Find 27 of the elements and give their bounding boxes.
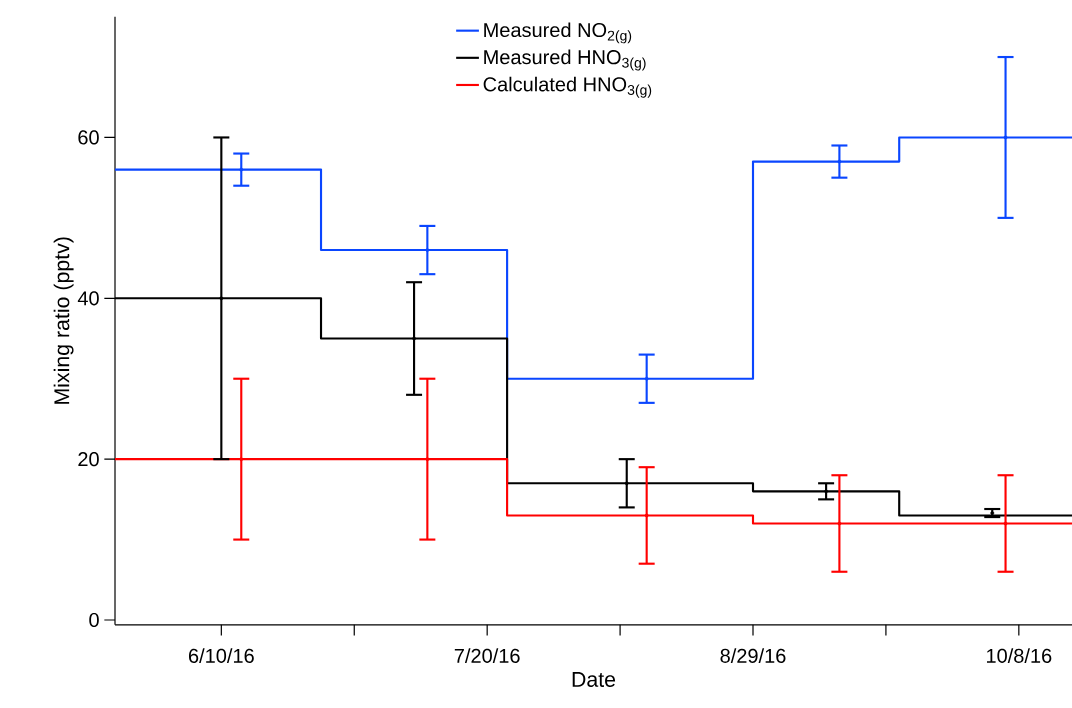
point bbox=[239, 167, 244, 172]
x-tick-label: 8/29/16 bbox=[720, 648, 786, 663]
point bbox=[644, 376, 649, 381]
y-axis-title: Mixing ratio (pptv) bbox=[53, 237, 74, 404]
y-tick-label: 0 bbox=[89, 612, 99, 628]
x-axis-title: Date bbox=[572, 672, 616, 687]
point bbox=[239, 457, 244, 462]
x-tick-label: 7/20/16 bbox=[454, 648, 520, 663]
legend-label: Calculated HNO$_{3(g)}$ bbox=[483, 76, 652, 98]
point bbox=[219, 296, 224, 301]
point bbox=[412, 336, 416, 341]
point bbox=[624, 481, 629, 486]
point bbox=[837, 159, 842, 164]
y-tick-label: 60 bbox=[78, 130, 99, 145]
y-tick-label: 40 bbox=[77, 291, 99, 306]
point bbox=[425, 248, 430, 252]
legend-label: Measured NO$_{2(g)}$ bbox=[484, 22, 632, 44]
point bbox=[644, 513, 649, 518]
point bbox=[824, 489, 828, 494]
legend-label: Measured HNO$_{3(g)}$ bbox=[484, 49, 646, 71]
point bbox=[425, 457, 430, 462]
point bbox=[1003, 135, 1008, 140]
x-tick-label: 10/8/16 bbox=[987, 648, 1052, 663]
point bbox=[1003, 521, 1008, 526]
y-tick-label: 20 bbox=[78, 452, 99, 467]
point bbox=[837, 521, 842, 526]
x-tick-label: 6/10/16 bbox=[188, 648, 254, 663]
